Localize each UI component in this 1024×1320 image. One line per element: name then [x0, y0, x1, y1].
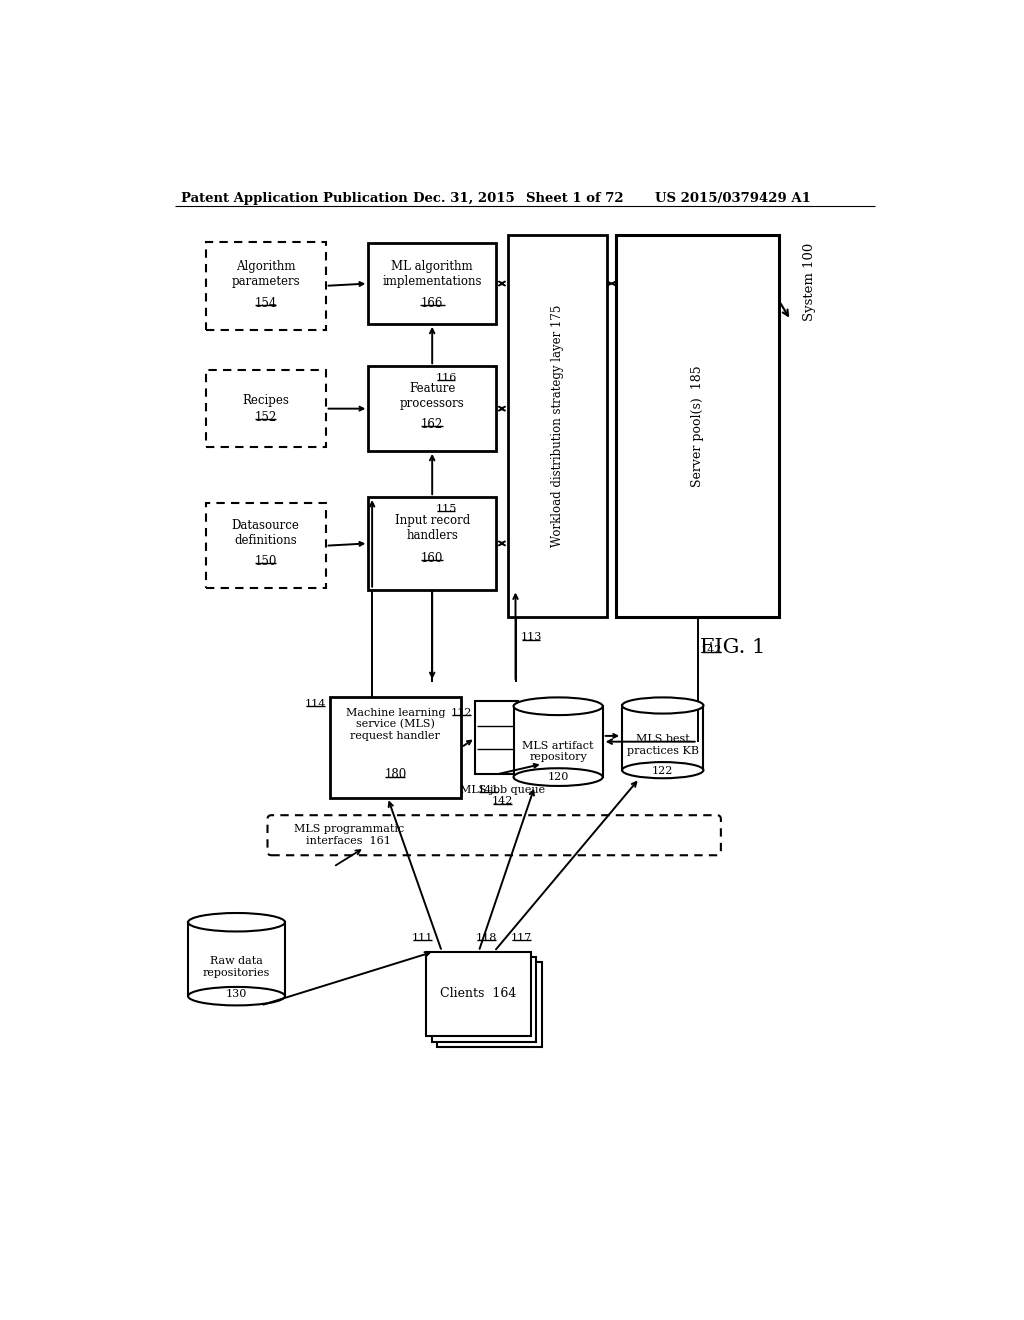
Ellipse shape: [514, 768, 603, 785]
Bar: [437, 962, 542, 1047]
Text: Patent Application Publication: Patent Application Publication: [180, 191, 408, 205]
Bar: [369, 498, 496, 590]
Text: 118: 118: [476, 933, 497, 942]
Text: MLS best
practices KB: MLS best practices KB: [627, 734, 698, 756]
Ellipse shape: [622, 762, 703, 779]
Text: MLS job queue: MLS job queue: [460, 785, 545, 795]
Bar: [206, 370, 326, 447]
Text: Machine learning
service (MLS)
request handler: Machine learning service (MLS) request h…: [346, 708, 445, 741]
Text: Sheet 1 of 72: Sheet 1 of 72: [526, 191, 624, 205]
Text: 141: 141: [478, 785, 500, 795]
Text: 122: 122: [652, 766, 674, 776]
Text: 111: 111: [412, 933, 433, 942]
Text: Datasource
definitions: Datasource definitions: [231, 519, 299, 546]
Text: Raw data
repositories: Raw data repositories: [203, 956, 270, 978]
Ellipse shape: [514, 697, 603, 715]
Bar: [369, 366, 496, 451]
Text: 115: 115: [435, 504, 457, 513]
Text: Algorithm
parameters: Algorithm parameters: [231, 260, 300, 288]
Ellipse shape: [188, 913, 285, 932]
Text: 152: 152: [254, 412, 276, 425]
Text: Feature
processors: Feature processors: [399, 381, 465, 409]
Text: 120: 120: [548, 772, 568, 781]
Text: Workload distribution strategy layer 175: Workload distribution strategy layer 175: [551, 305, 564, 548]
Text: MLS artifact
repository: MLS artifact repository: [522, 741, 594, 762]
Bar: [483, 709, 525, 770]
Text: 162: 162: [421, 418, 443, 432]
Text: FIG. 1: FIG. 1: [699, 638, 765, 657]
Bar: [369, 243, 496, 323]
Text: Input record
handlers: Input record handlers: [394, 513, 470, 543]
Bar: [206, 503, 326, 589]
Bar: [479, 705, 521, 772]
Text: 130: 130: [226, 989, 247, 999]
Bar: [514, 706, 603, 777]
Bar: [508, 235, 607, 616]
Text: Clients  164: Clients 164: [440, 987, 517, 1001]
Bar: [330, 697, 461, 797]
Text: US 2015/0379429 A1: US 2015/0379429 A1: [655, 191, 811, 205]
Bar: [616, 235, 779, 616]
Bar: [426, 952, 531, 1036]
Text: System 100: System 100: [804, 243, 816, 321]
Text: 112: 112: [451, 708, 472, 718]
Text: MLS programmatic
interfaces  161: MLS programmatic interfaces 161: [294, 825, 404, 846]
Text: 154: 154: [254, 297, 276, 310]
Ellipse shape: [622, 697, 703, 714]
Text: 116: 116: [435, 372, 457, 383]
Text: 142: 142: [492, 796, 513, 807]
Text: 113: 113: [520, 632, 542, 643]
Text: Server pool(s)  185: Server pool(s) 185: [691, 366, 705, 487]
Text: Dec. 31, 2015: Dec. 31, 2015: [414, 191, 515, 205]
Text: 180: 180: [384, 768, 407, 781]
Bar: [188, 923, 285, 997]
Text: 114: 114: [305, 698, 327, 709]
Text: 150: 150: [254, 554, 276, 568]
Ellipse shape: [188, 987, 285, 1006]
Text: 160: 160: [421, 552, 443, 565]
Text: Recipes: Recipes: [242, 395, 289, 408]
Bar: [622, 705, 703, 770]
Bar: [206, 242, 326, 330]
Bar: [475, 701, 518, 775]
Text: 117: 117: [511, 933, 531, 942]
Text: 166: 166: [421, 297, 443, 310]
Text: ML algorithm
implementations: ML algorithm implementations: [382, 260, 482, 288]
Text: 142: 142: [700, 644, 722, 655]
Bar: [432, 957, 537, 1041]
